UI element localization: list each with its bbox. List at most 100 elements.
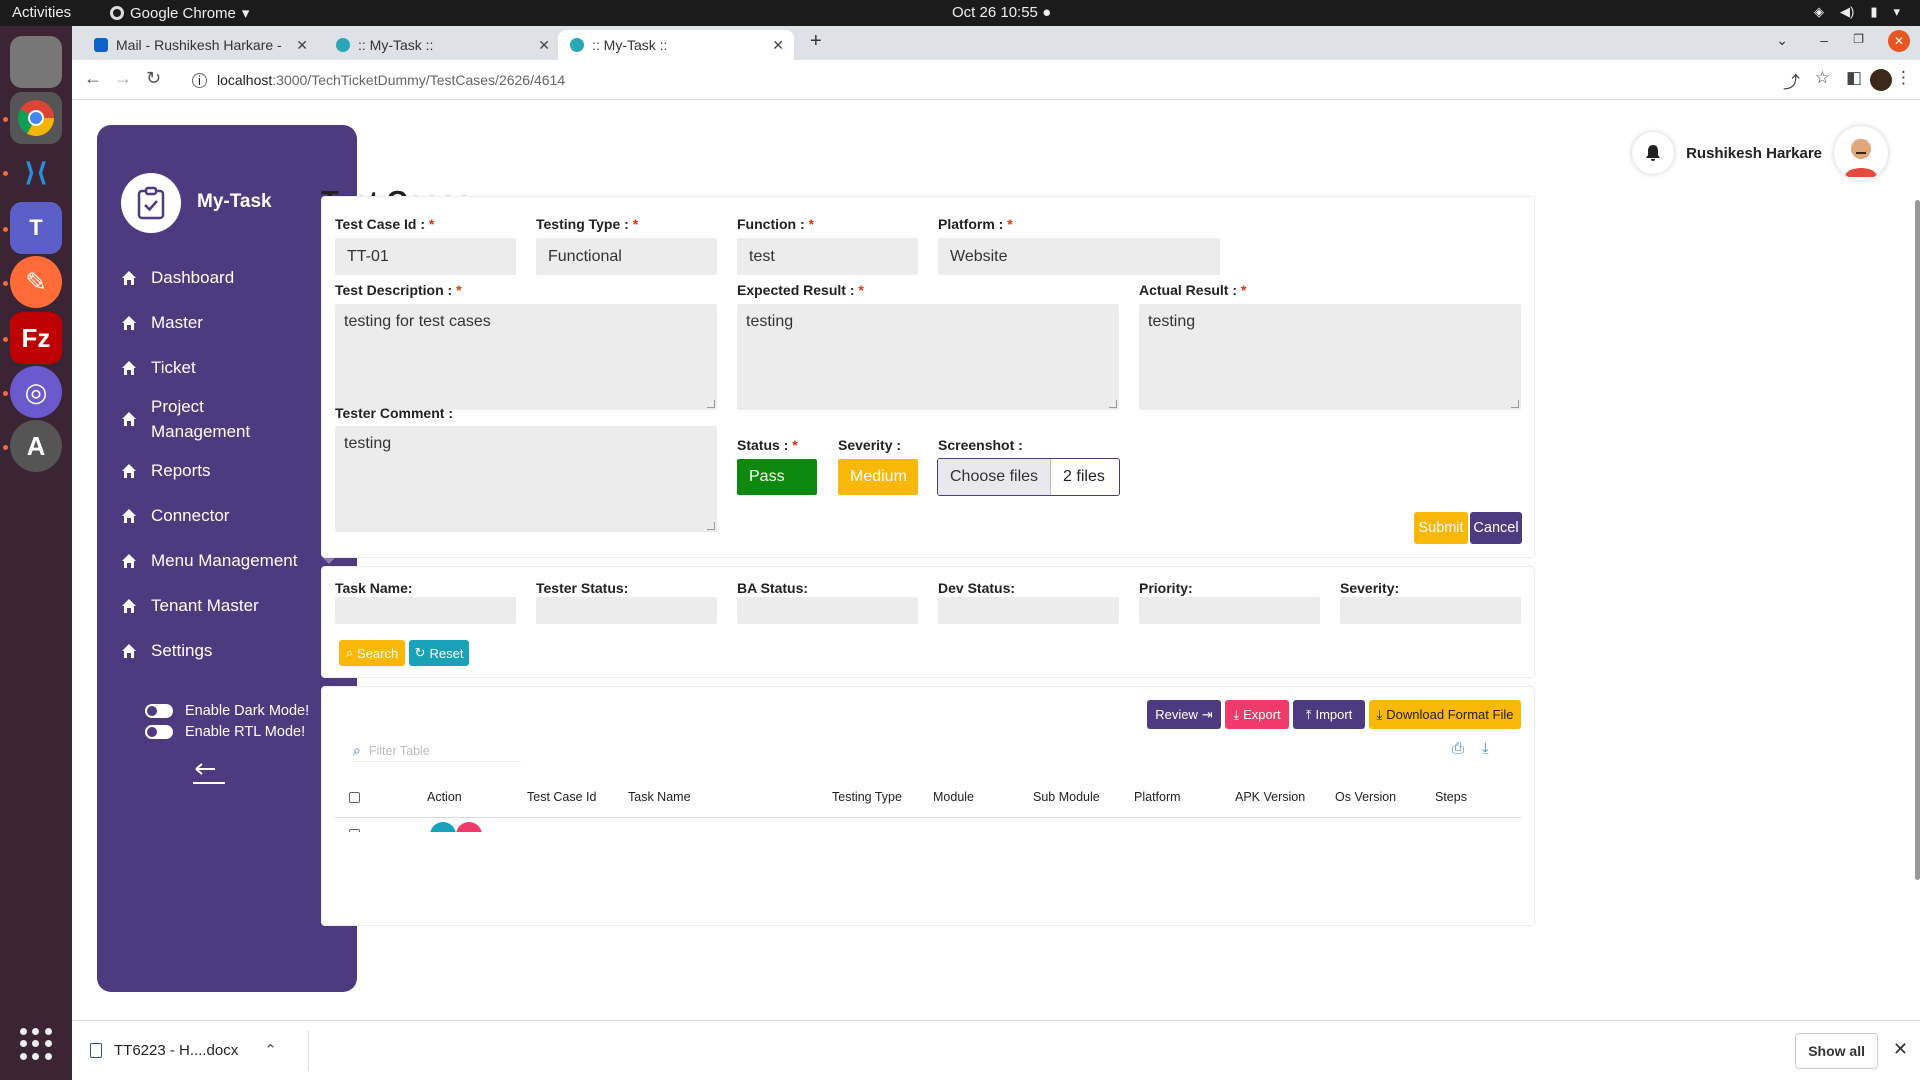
vscode-icon[interactable]: ⟩⟨ <box>24 156 48 187</box>
edit-icon[interactable] <box>430 822 456 832</box>
column-header-os-version[interactable]: Os Version <box>1335 790 1397 804</box>
download-icon: ⤓ <box>1376 706 1383 722</box>
tab-mytask-1[interactable]: :: My-Task :: ✕ <box>324 30 560 60</box>
column-header-action[interactable]: Action <box>427 790 462 804</box>
test-case-id-field[interactable]: TT-01 <box>335 238 516 275</box>
search-button[interactable]: ⌕ Search <box>339 640 405 666</box>
page-scrollbar[interactable] <box>1915 200 1920 880</box>
sidebar-item-settings[interactable]: Settings <box>121 628 337 673</box>
sidebar-item-master[interactable]: Master <box>121 300 337 345</box>
function-field[interactable]: test <box>737 238 918 275</box>
print-icon[interactable]: ⎙ <box>1452 740 1465 757</box>
sidebar-item-connector[interactable]: Connector <box>121 493 337 538</box>
priority-filter-select[interactable] <box>1139 597 1320 624</box>
postman-icon[interactable]: ✎ <box>10 256 62 308</box>
more-menu-icon[interactable]: ⋮ <box>1895 68 1912 87</box>
profile-avatar[interactable] <box>1870 69 1892 91</box>
tab-mail[interactable]: Mail - Rushikesh Harkare - ✕ <box>82 30 318 60</box>
clock[interactable]: Oct 26 10:55 ● <box>952 4 1051 21</box>
sidebar-item-dashboard[interactable]: Dashboard <box>121 255 337 300</box>
test-description-textarea[interactable]: testing for test cases <box>335 304 717 410</box>
testing-type-field[interactable]: Functional <box>536 238 717 275</box>
app-menu[interactable]: Google Chrome ▾ <box>110 4 249 22</box>
logo[interactable] <box>121 173 181 233</box>
severity-select[interactable]: Medium <box>838 459 918 495</box>
platform-field[interactable]: Website <box>938 238 1220 275</box>
ba-status-filter-select[interactable] <box>737 597 918 624</box>
reload-icon[interactable]: ↻ <box>146 68 162 88</box>
bookmark-star-icon[interactable]: ☆ <box>1814 68 1830 87</box>
severity-filter-select[interactable] <box>1340 597 1521 624</box>
system-tray[interactable]: ◈ ◀) ▮ ▾ <box>1814 4 1900 20</box>
column-header-apk-version[interactable]: APK Version <box>1235 790 1306 804</box>
close-icon[interactable]: ✕ <box>296 36 308 53</box>
cancel-button[interactable]: Cancel <box>1470 512 1522 544</box>
expected-result-textarea[interactable]: testing <box>737 304 1119 410</box>
rtl-mode-toggle-row: Enable RTL Mode! <box>145 724 305 740</box>
actual-result-textarea[interactable]: testing <box>1139 304 1521 410</box>
side-panel-icon[interactable]: ◧ <box>1845 68 1862 87</box>
row-checkbox[interactable] <box>349 829 360 832</box>
tab-search-icon[interactable]: ⌄ <box>1776 32 1788 48</box>
reset-button[interactable]: ↻ Reset <box>409 640 469 666</box>
sidebar-item-ticket[interactable]: Ticket <box>121 345 337 390</box>
close-icon[interactable]: ✕ <box>538 36 550 53</box>
activities-button[interactable]: Activities <box>12 4 72 21</box>
column-header-module[interactable]: Module <box>933 790 974 804</box>
url-field[interactable]: i localhost:3000/TechTicketDummy/TestCas… <box>182 65 1822 95</box>
screenshot-file-input[interactable]: Choose files 2 files <box>937 458 1120 496</box>
rtl-mode-toggle[interactable] <box>145 725 173 739</box>
choose-files-button[interactable]: Choose files <box>938 459 1052 495</box>
submit-button[interactable]: Submit <box>1414 512 1468 544</box>
maximize-icon[interactable]: ❐ <box>1853 32 1864 46</box>
back-icon[interactable]: ← <box>84 68 102 88</box>
chrome-dock-icon[interactable] <box>10 92 62 144</box>
column-header-steps[interactable]: Steps <box>1435 790 1467 804</box>
download-item[interactable]: TT6223 - H....docx ⌃ <box>90 1041 277 1059</box>
minimize-icon[interactable]: – <box>1820 32 1828 48</box>
software-updater-icon[interactable]: A <box>10 420 62 472</box>
files-icon[interactable] <box>10 36 62 88</box>
show-apps-icon[interactable] <box>20 1028 52 1060</box>
sidebar-item-menu-management[interactable]: Menu Management <box>121 538 337 583</box>
column-header-sub-module[interactable]: Sub Module <box>1033 790 1100 804</box>
sidebar-item-project-management[interactable]: Project Management <box>121 390 337 448</box>
sidebar-menu: Dashboard Master Ticket Project Manageme… <box>121 255 337 673</box>
review-button[interactable]: Review ⇥ <box>1147 700 1221 729</box>
forward-icon[interactable]: → <box>114 68 132 88</box>
import-button[interactable]: ⤒ Import <box>1293 700 1365 729</box>
window-close-icon[interactable]: ✕ <box>1888 30 1910 52</box>
download-format-button[interactable]: ⤓ Download Format File <box>1369 700 1521 729</box>
tester-comment-textarea[interactable]: testing <box>335 426 717 532</box>
network-app-icon[interactable]: ◎ <box>10 366 62 418</box>
select-all-checkbox[interactable] <box>349 792 360 803</box>
inbox-download-icon[interactable]: ⤓ <box>1482 740 1489 757</box>
dark-mode-toggle[interactable] <box>145 704 173 718</box>
sidebar-item-tenant-master[interactable]: Tenant Master <box>121 583 337 628</box>
notification-button[interactable] <box>1632 132 1675 174</box>
column-header-testing-type[interactable]: Testing Type <box>832 790 902 804</box>
share-icon[interactable]: ⤴ <box>1783 73 1800 92</box>
close-icon[interactable]: ✕ <box>772 36 784 53</box>
show-all-button[interactable]: Show all <box>1795 1033 1878 1069</box>
filezilla-icon[interactable]: Fz <box>10 312 62 364</box>
status-select[interactable]: Pass <box>737 459 817 495</box>
chevron-up-icon[interactable]: ⌃ <box>264 1042 277 1059</box>
delete-icon[interactable] <box>456 822 482 832</box>
tester-status-filter-select[interactable] <box>536 597 717 624</box>
collapse-sidebar-icon[interactable] <box>193 761 225 785</box>
export-button[interactable]: ⤓ Export <box>1225 700 1289 729</box>
column-header-test-case-id[interactable]: Test Case Id <box>527 790 597 804</box>
dev-status-filter-select[interactable] <box>938 597 1119 624</box>
close-icon[interactable]: ✕ <box>1892 1039 1908 1059</box>
task-name-filter-input[interactable] <box>335 597 516 624</box>
user-name[interactable]: Rushikesh Harkare <box>1686 144 1822 162</box>
column-header-task-name[interactable]: Task Name <box>628 790 691 804</box>
filter-table-field[interactable]: ⌕ Filter Table <box>353 740 521 762</box>
column-header-platform[interactable]: Platform <box>1134 790 1181 804</box>
new-tab-icon[interactable]: + <box>810 30 822 52</box>
sidebar-item-reports[interactable]: Reports <box>121 448 337 493</box>
avatar[interactable] <box>1834 126 1888 180</box>
teams-icon[interactable]: T <box>10 202 62 254</box>
tab-mytask-2[interactable]: :: My-Task :: ✕ <box>558 30 794 60</box>
